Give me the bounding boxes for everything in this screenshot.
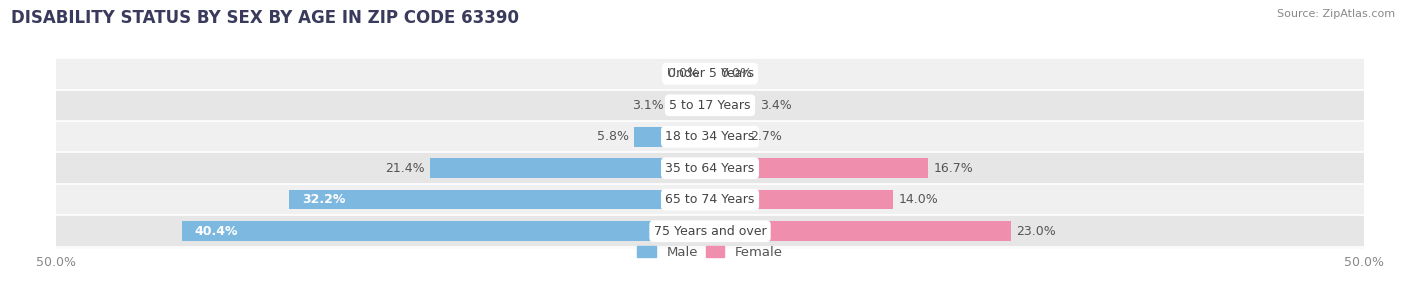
- Text: 40.4%: 40.4%: [195, 225, 239, 238]
- Bar: [181, 221, 710, 241]
- Bar: [430, 159, 710, 178]
- Text: Source: ZipAtlas.com: Source: ZipAtlas.com: [1277, 9, 1395, 19]
- Text: 5.8%: 5.8%: [598, 130, 628, 143]
- Text: 35 to 64 Years: 35 to 64 Years: [665, 162, 755, 175]
- Text: 16.7%: 16.7%: [934, 162, 973, 175]
- Text: 5 to 17 Years: 5 to 17 Years: [669, 99, 751, 112]
- Text: Under 5 Years: Under 5 Years: [666, 67, 754, 80]
- Bar: [290, 190, 710, 210]
- Bar: [56, 58, 1364, 90]
- Legend: Male, Female: Male, Female: [637, 246, 783, 259]
- Bar: [56, 152, 1364, 184]
- Text: DISABILITY STATUS BY SEX BY AGE IN ZIP CODE 63390: DISABILITY STATUS BY SEX BY AGE IN ZIP C…: [11, 9, 519, 27]
- Bar: [669, 95, 710, 115]
- Bar: [56, 184, 1364, 215]
- Text: 3.1%: 3.1%: [633, 99, 664, 112]
- Bar: [710, 221, 1011, 241]
- Text: 23.0%: 23.0%: [1017, 225, 1056, 238]
- Bar: [710, 159, 928, 178]
- Text: 18 to 34 Years: 18 to 34 Years: [665, 130, 755, 143]
- Text: 65 to 74 Years: 65 to 74 Years: [665, 193, 755, 206]
- Text: 0.0%: 0.0%: [720, 67, 752, 80]
- Bar: [634, 127, 710, 146]
- Text: 14.0%: 14.0%: [898, 193, 938, 206]
- Bar: [710, 127, 745, 146]
- Text: 21.4%: 21.4%: [385, 162, 425, 175]
- Text: 32.2%: 32.2%: [302, 193, 346, 206]
- Bar: [56, 121, 1364, 152]
- Bar: [710, 190, 893, 210]
- Bar: [56, 215, 1364, 247]
- Text: 0.0%: 0.0%: [668, 67, 700, 80]
- Text: 2.7%: 2.7%: [751, 130, 783, 143]
- Bar: [710, 95, 755, 115]
- Bar: [56, 90, 1364, 121]
- Text: 75 Years and over: 75 Years and over: [654, 225, 766, 238]
- Text: 3.4%: 3.4%: [759, 99, 792, 112]
